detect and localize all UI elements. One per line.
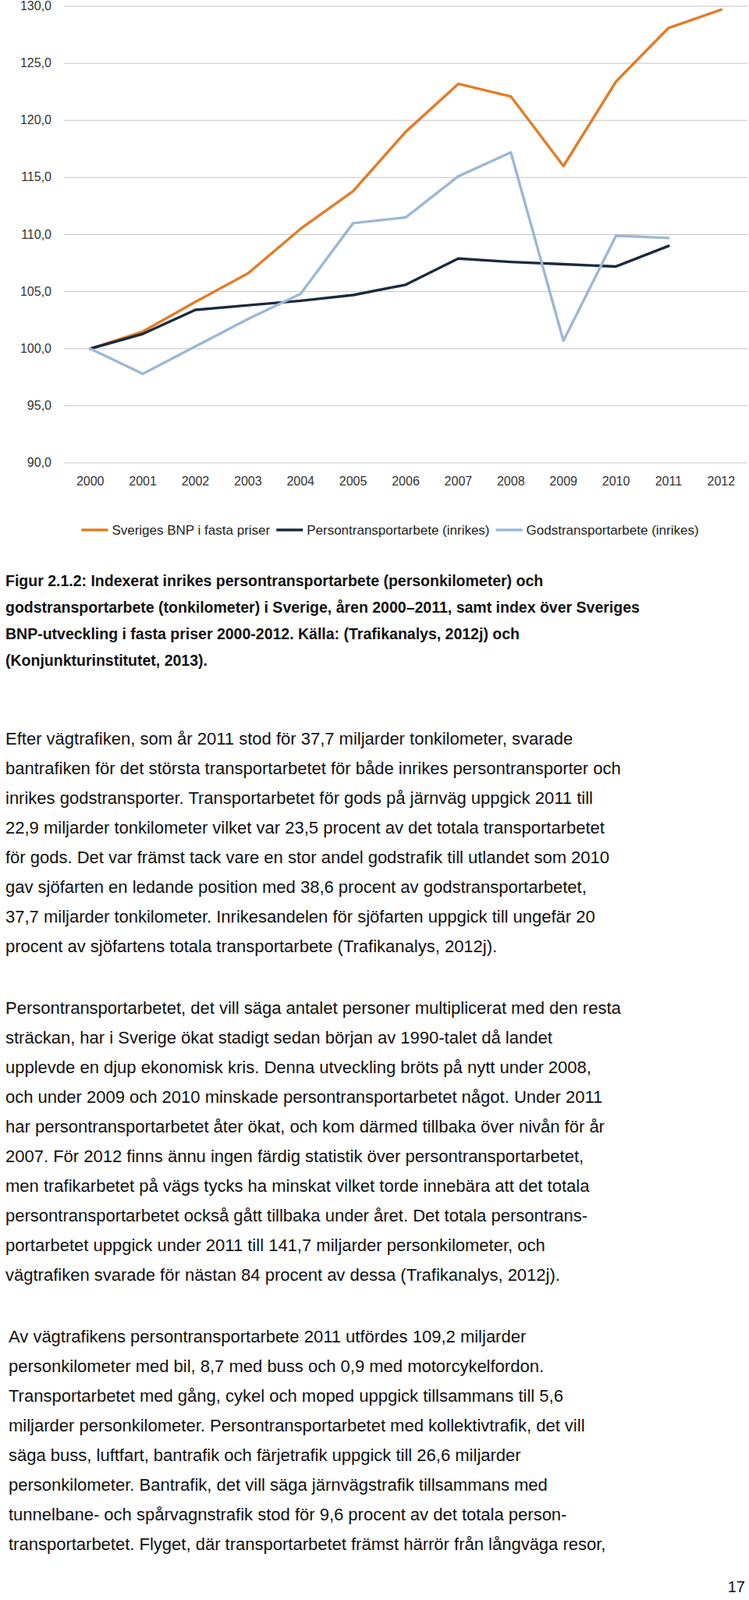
text-line: 2007. För 2012 finns ännu ingen färdig s… [5,1146,584,1166]
text-line: upplevde en djup ekonomisk kris. Denna u… [5,1057,592,1077]
text-line: sträckan, har i Sverige ökat stadigt sed… [5,1027,553,1048]
text-line: persontransportarbetet också gått tillba… [5,1205,588,1225]
legend: Sveriges BNP i fasta priser Persontranspo… [81,522,699,538]
y-tick-label: 95,0 [27,398,52,412]
x-tick-label: 2007 [444,474,473,488]
caption-line: godstransportarbete (tonkilometer) i Sve… [5,598,640,616]
y-tick-label: 130,0 [20,0,52,13]
legend-label: Sveriges BNP i fasta priser [111,522,270,538]
text-line: 37,7 miljarder tonkilometer. Inrikesande… [5,906,596,927]
caption-line: Figur 2.1.2: Indexerat inrikes persontra… [5,571,544,590]
y-tick-label: 115,0 [21,170,52,184]
text-line: transportarbetet. Flyget, där transporta… [8,1533,606,1554]
y-tick-label: 120,0 [20,113,52,127]
text-line: Persontransportarbetet, det vill säga an… [5,997,622,1018]
caption-line: BNP-utveckling i fasta priser 2000-2012.… [5,624,520,643]
text-line: bantrafiken för det största transportarb… [5,758,622,778]
x-tick-label: 2008 [496,474,526,488]
text-line: portarbetet uppgick under 2011 till 141,… [5,1235,546,1255]
series-line [90,245,669,349]
text-line: 22,9 miljarder tonkilometer vilket var 2… [5,817,605,838]
x-tick-label: 2004 [286,474,315,488]
y-tick-label: 125,0 [20,56,52,70]
text-line: Transportarbetet med gång, cykel och mop… [8,1385,564,1406]
grid-line [63,6,748,8]
x-tick-label: 2012 [707,474,736,488]
x-tick-label: 2010 [602,474,631,488]
text-line: för gods. Det var främst tack vare en st… [5,847,610,867]
chart: 90,0 95,0 100,0 105,0 110,0 115,0 120,0 125,0 13… [20,0,748,538]
paragraph: Efter vägtrafiken, som år 2011 stod för … [5,728,622,956]
legend-label: Persontransportarbete (inrikes) [306,522,490,538]
grid-line [63,120,748,121]
page: 90,0 95,0 100,0 105,0 110,0 115,0 120,0 125,0 13… [0,0,749,1600]
page-number: 17 [727,1577,746,1595]
legend-swatch [496,528,523,531]
legend-label: Godstransportarbete (inrikes) [526,522,700,538]
text-line: miljarder personkilometer. Persontranspo… [8,1415,586,1435]
figure-caption: Figur 2.1.2: Indexerat inrikes persontra… [5,571,640,669]
plot-area [90,9,722,374]
text-line: säga buss, luftfart, bantrafik och färje… [8,1444,522,1465]
x-tick-label: 2009 [549,474,578,488]
text-line: Av vägtrafikens persontransportarbete 20… [8,1326,526,1346]
y-tick-label: 90,0 [27,455,52,469]
paragraph: Persontransportarbetet, det vill säga an… [5,997,622,1285]
x-tick-label: 2011 [655,474,683,488]
x-tick-label: 2002 [181,474,210,488]
legend-swatch [276,528,303,531]
grid-line [63,291,748,292]
text-line: gav sjöfarten en ledande position med 38… [5,876,587,897]
x-tick-label: 2006 [391,474,420,488]
text-line: Efter vägtrafiken, som år 2011 stod för … [5,728,573,749]
text-line: personkilometer. Bantrafik, det vill säg… [8,1474,548,1495]
text-line: tunnelbane- och spårvagnstrafik stod för… [8,1504,567,1524]
x-tick-label: 2005 [339,474,368,488]
text-line: och under 2009 och 2010 minskade persont… [5,1086,603,1107]
x-tick-label: 2003 [234,474,263,488]
text-line: men trafikarbetet på vägs tycks ha minsk… [5,1175,590,1196]
text-line: vägtrafiken svarade för nästan 84 procen… [5,1264,561,1285]
x-tick-label: 2001 [128,474,157,488]
text-line: har persontransportarbetet åter ökat, oc… [5,1116,605,1136]
caption-line: (Konjunkturinstitutet, 2013). [5,651,208,669]
grid-line [63,234,748,235]
grid-line [63,347,748,349]
series-line [90,152,669,374]
text-line: personkilometer med bil, 8,7 med buss oc… [8,1356,544,1376]
grid-line [63,404,748,406]
grid-line [63,63,748,64]
y-tick-label: 100,0 [20,341,52,355]
grid-line [63,462,748,464]
text-line: procent av sjöfartens totala transportar… [5,936,497,956]
series-line [90,9,722,348]
x-tick-label: 2000 [76,474,105,488]
y-tick-label: 105,0 [20,284,52,299]
paragraph: Av vägtrafikens persontransportarbete 20… [8,1326,606,1554]
y-tick-label: 110,0 [21,227,52,242]
grid-line [63,177,748,178]
text-line: inrikes godstransporter. Transportarbete… [5,788,593,808]
legend-swatch [81,528,108,531]
